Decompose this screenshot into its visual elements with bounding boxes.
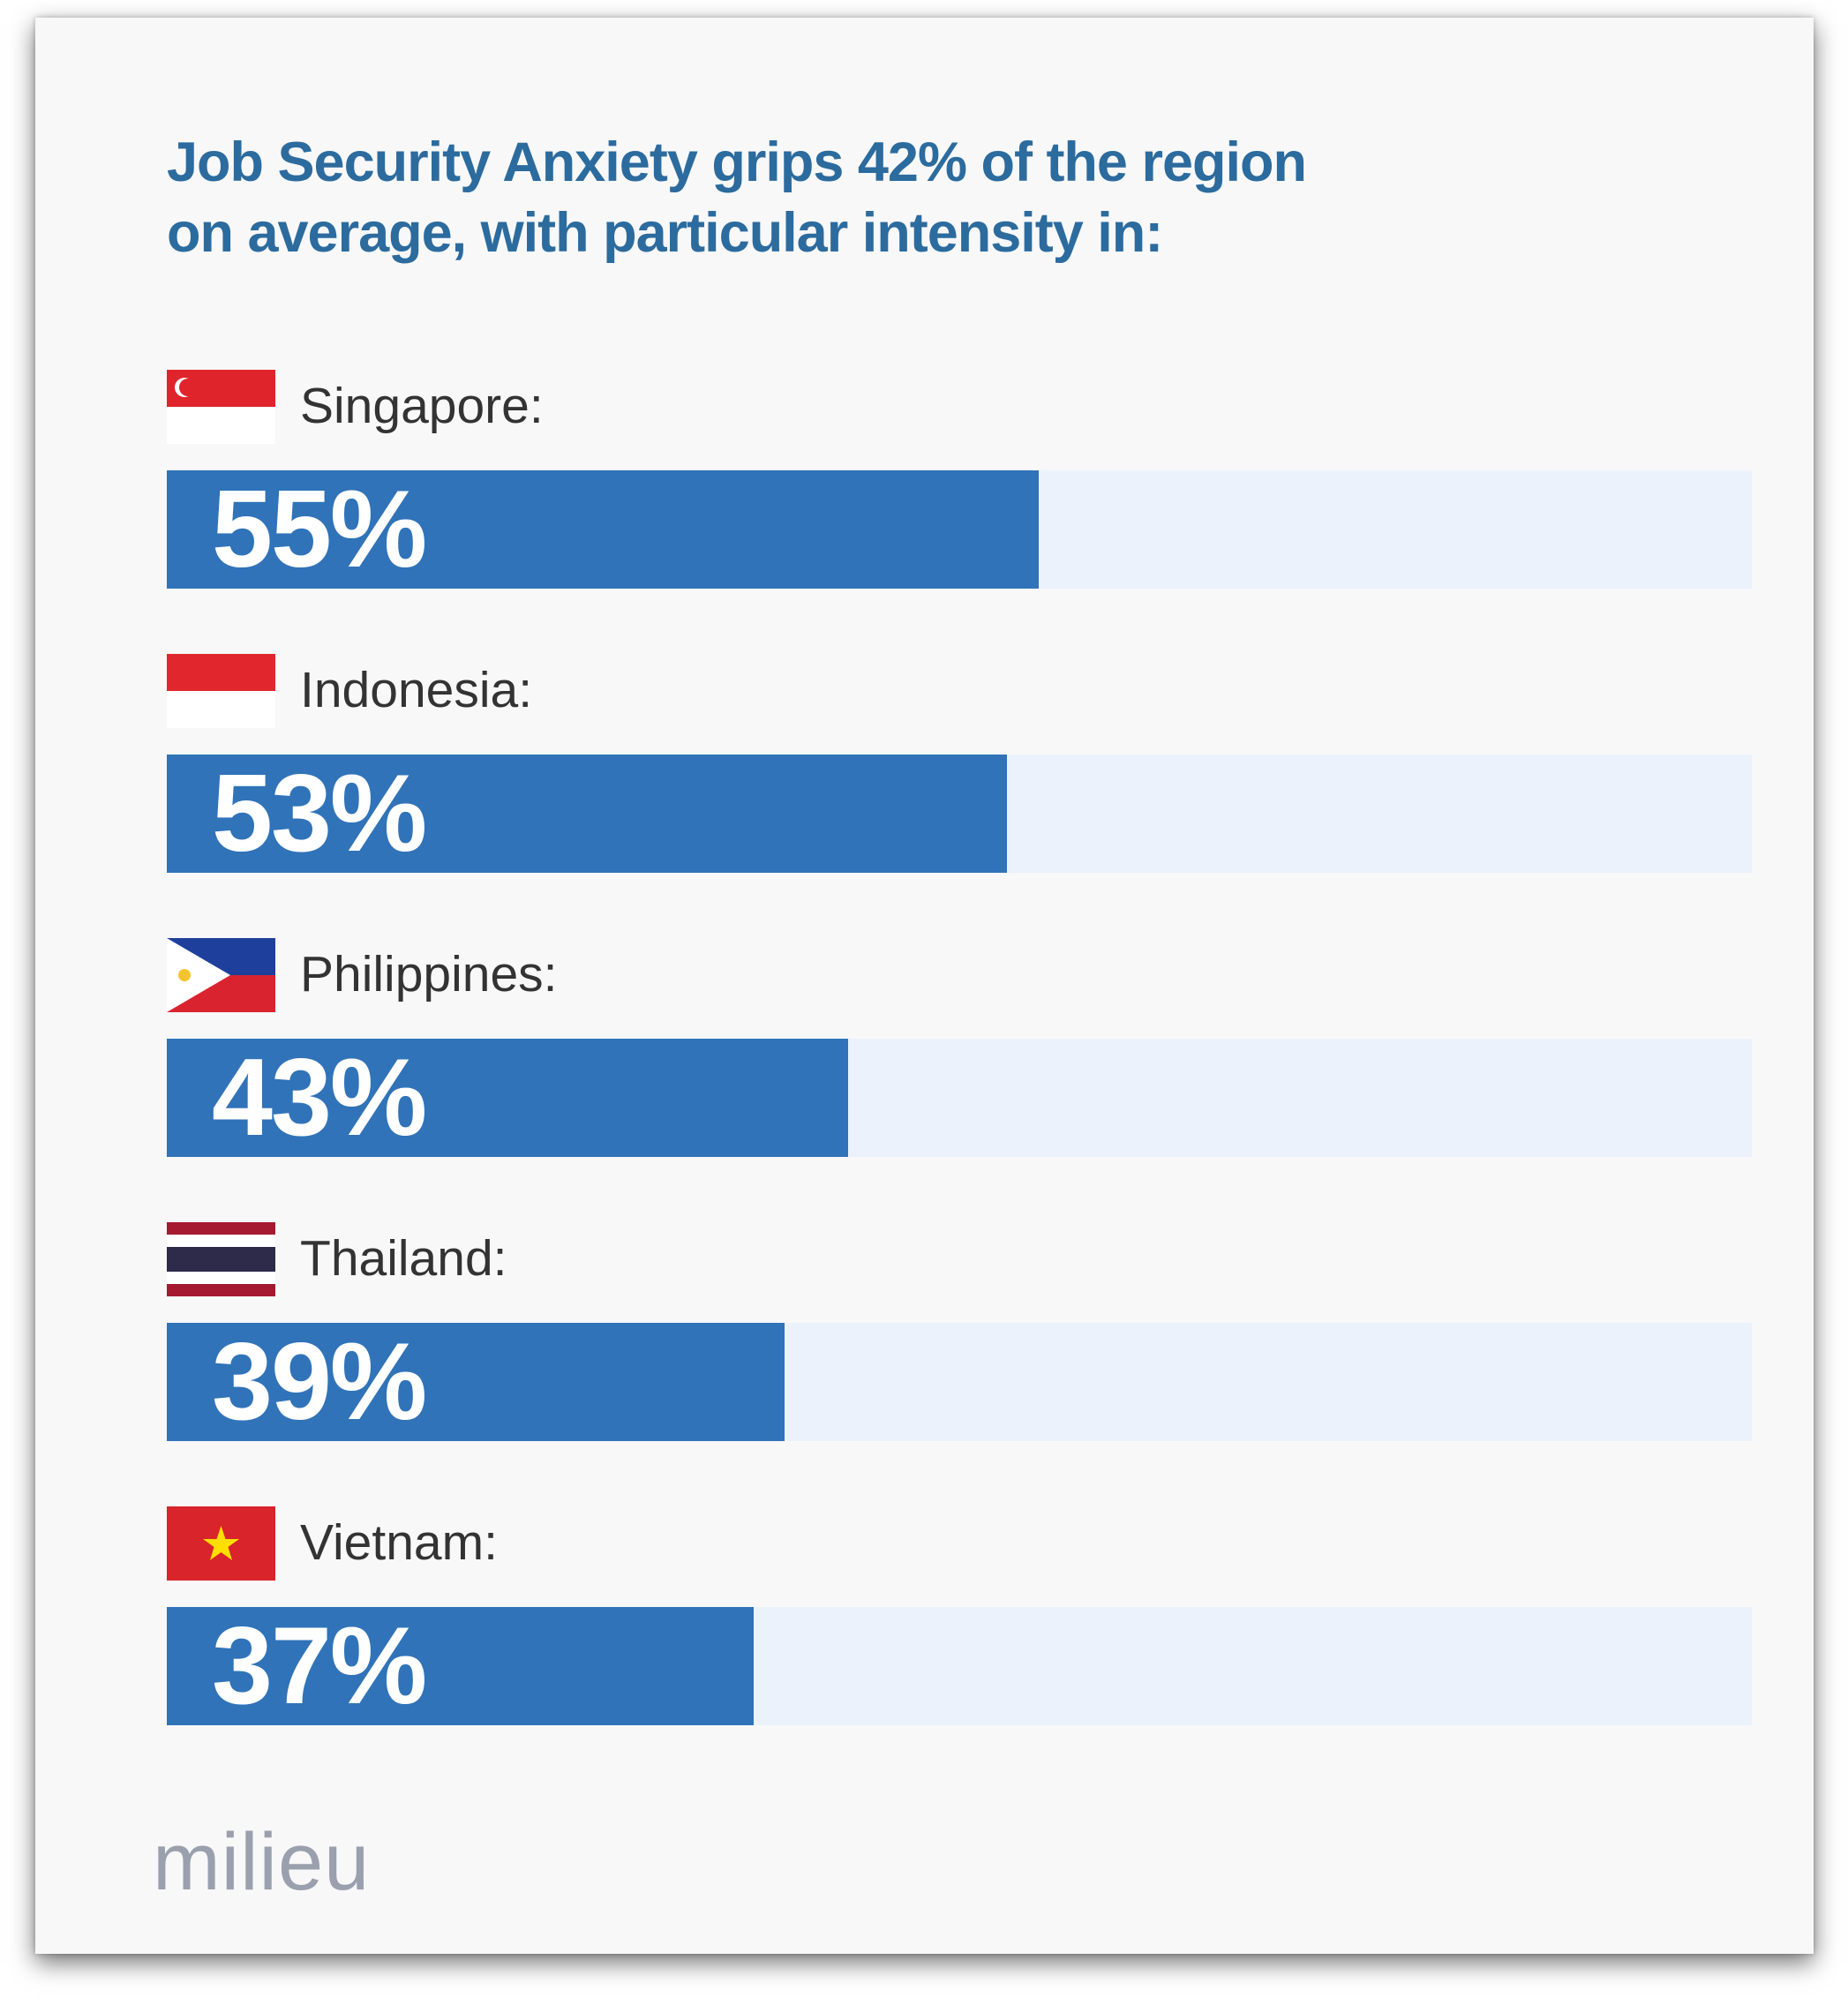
bar-track: 53% <box>167 755 1752 873</box>
bar-row: Philippines: 43% <box>167 938 1752 1381</box>
vietnam-flag-icon <box>167 1506 275 1581</box>
value-label: 53% <box>212 753 427 875</box>
bar-row: Vietnam: 37% <box>167 1506 1752 1949</box>
value-label: 55% <box>212 469 427 590</box>
bar-row: Thailand: 39% <box>167 1222 1752 1665</box>
value-label: 39% <box>212 1321 427 1443</box>
bar-row: Indonesia: 53% <box>167 654 1752 1097</box>
bar-track: 37% <box>167 1607 1752 1725</box>
category-label: Indonesia: <box>300 662 533 718</box>
infographic-card: Job Security Anxiety grips 42% of the re… <box>35 18 1814 1954</box>
thailand-flag-icon <box>167 1222 275 1296</box>
bar <box>167 1039 849 1157</box>
category-label: Vietnam: <box>300 1514 498 1571</box>
category-label: Thailand: <box>300 1230 507 1287</box>
bar <box>167 1323 785 1441</box>
bar-track: 39% <box>167 1323 1752 1441</box>
value-label: 37% <box>212 1605 427 1727</box>
bar <box>167 1607 754 1725</box>
singapore-flag-icon <box>167 370 275 444</box>
bar-row: Singapore: 55% <box>167 370 1752 813</box>
category-label: Singapore: <box>300 378 544 434</box>
bar <box>167 755 1007 873</box>
category-label: Philippines: <box>300 946 558 1002</box>
milieu-logo: milieu <box>153 1817 371 1907</box>
bar <box>167 470 1039 589</box>
chart-title: Job Security Anxiety grips 42% of the re… <box>167 131 1307 264</box>
bar-track: 43% <box>167 1039 1752 1157</box>
philippines-flag-icon <box>167 938 275 1012</box>
value-label: 43% <box>212 1037 427 1159</box>
indonesia-flag-icon <box>167 654 275 728</box>
bar-track: 55% <box>167 470 1752 589</box>
